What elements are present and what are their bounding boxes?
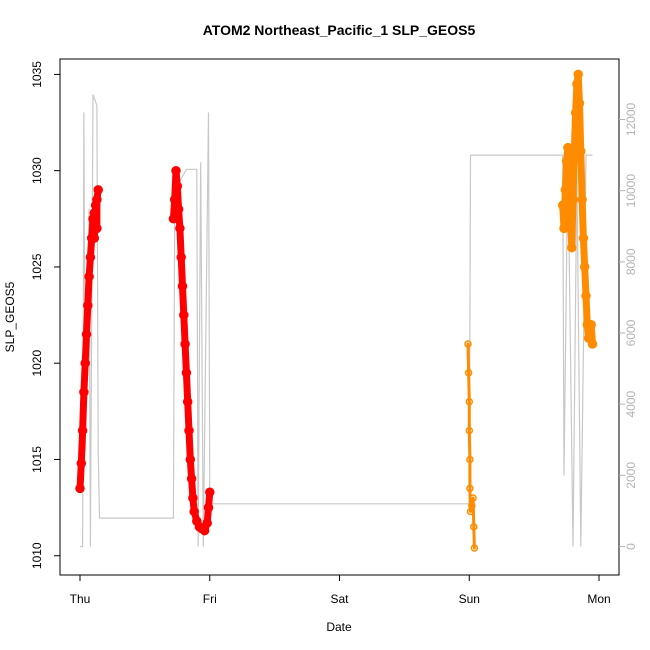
data-point xyxy=(77,425,88,436)
y-axis-left: 1010 1015 1020 1025 1030 1035 xyxy=(30,61,60,569)
data-point xyxy=(579,262,590,272)
data-point xyxy=(470,544,479,552)
data-point xyxy=(567,242,577,253)
data-point xyxy=(570,108,581,118)
data-point xyxy=(184,425,194,436)
plot-area xyxy=(75,69,598,552)
data-point xyxy=(89,233,100,243)
data-point xyxy=(84,271,94,282)
data-point xyxy=(469,494,477,502)
data-point xyxy=(93,185,103,195)
data-point xyxy=(574,98,585,109)
data-point xyxy=(79,387,89,397)
data-point xyxy=(577,194,587,205)
data-point xyxy=(568,194,578,205)
data-point xyxy=(173,204,184,214)
data-point xyxy=(92,223,102,234)
x-tick-label: Sun xyxy=(459,592,480,606)
secondary-series-line xyxy=(80,94,593,548)
series-0 xyxy=(75,185,103,494)
y2-tick-label: 8000 xyxy=(624,248,638,275)
data-point xyxy=(203,502,214,513)
data-point xyxy=(89,208,100,218)
data-point xyxy=(175,223,185,234)
y-axis-label: SLP_GEOS5 xyxy=(3,281,17,352)
y-tick-label: 1035 xyxy=(30,61,44,88)
data-point xyxy=(176,252,186,263)
chart-title: ATOM2 Northeast_Pacific_1 SLP_GEOS5 xyxy=(203,22,476,38)
data-point xyxy=(586,319,596,330)
data-point xyxy=(578,233,589,243)
y2-tick-label: 10000 xyxy=(624,174,638,208)
y-tick-label: 1015 xyxy=(30,446,44,473)
x-axis: Thu Fri Sat Sun Mon xyxy=(70,575,611,606)
plot-frame xyxy=(59,58,620,576)
data-point xyxy=(189,506,199,517)
data-point xyxy=(179,310,189,320)
data-point xyxy=(576,146,586,157)
data-point xyxy=(564,175,574,186)
data-point xyxy=(92,194,102,205)
data-point xyxy=(80,358,90,368)
y-tick-label: 1030 xyxy=(30,157,44,184)
data-point xyxy=(81,329,92,340)
y-axis-right: 0 2000 4000 6000 8000 10000 12000 xyxy=(619,102,638,550)
data-point xyxy=(199,525,210,536)
x-tick-label: Mon xyxy=(587,592,610,606)
data-point xyxy=(202,518,212,528)
data-point xyxy=(205,487,215,497)
y2-tick-label: 6000 xyxy=(624,319,638,346)
data-point xyxy=(464,369,473,377)
data-point xyxy=(465,426,474,435)
data-point xyxy=(573,69,583,80)
y-tick-label: 1025 xyxy=(30,253,44,280)
data-point xyxy=(180,339,190,349)
data-point xyxy=(188,493,198,503)
data-point xyxy=(468,501,476,510)
data-point xyxy=(465,397,474,406)
data-point xyxy=(559,223,569,234)
data-point xyxy=(76,458,87,469)
data-point xyxy=(572,79,582,89)
x-tick-label: Thu xyxy=(70,592,91,606)
data-point xyxy=(466,455,474,464)
y2-tick-label: 12000 xyxy=(624,102,638,136)
data-point xyxy=(185,454,196,465)
data-point xyxy=(85,252,96,263)
series-1 xyxy=(168,165,215,536)
data-point xyxy=(177,281,188,291)
series-3 xyxy=(557,69,598,349)
data-point xyxy=(470,523,478,531)
data-point xyxy=(466,484,474,493)
y2-tick-label: 2000 xyxy=(624,462,638,489)
y-tick-label: 1010 xyxy=(30,542,44,569)
data-point xyxy=(168,214,179,224)
data-point xyxy=(557,200,568,211)
data-point xyxy=(565,214,576,224)
data-point xyxy=(186,473,197,484)
data-point xyxy=(181,368,192,378)
series-2 xyxy=(464,340,479,552)
data-point xyxy=(75,483,85,494)
data-point xyxy=(83,300,93,311)
y2-tick-label: 0 xyxy=(624,543,638,550)
data-point xyxy=(172,181,183,191)
y-tick-label: 1020 xyxy=(30,350,44,377)
data-point xyxy=(587,339,598,349)
x-axis-label: Date xyxy=(326,620,352,634)
data-point xyxy=(561,156,572,166)
data-point xyxy=(169,194,180,205)
x-tick-label: Sat xyxy=(330,592,349,606)
data-point xyxy=(464,340,472,348)
y2-tick-label: 4000 xyxy=(624,391,638,418)
x-tick-label: Fri xyxy=(203,592,217,606)
data-point xyxy=(581,291,591,301)
data-point xyxy=(182,396,193,407)
data-point xyxy=(560,185,571,195)
data-point xyxy=(171,165,181,176)
